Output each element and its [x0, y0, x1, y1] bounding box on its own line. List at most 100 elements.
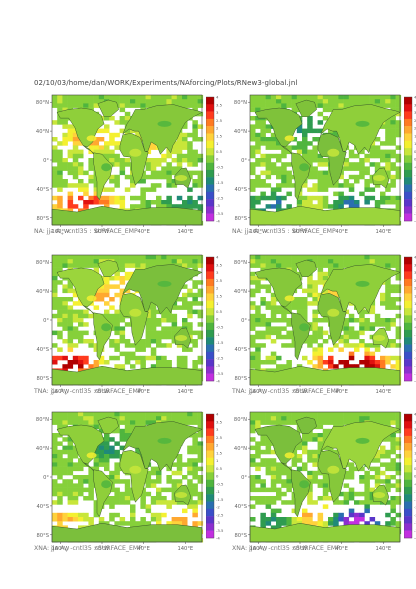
- map-cell: [322, 187, 329, 192]
- map-cell: [98, 200, 105, 205]
- map-cell: [104, 141, 110, 146]
- map-cell: [265, 449, 272, 455]
- map-cell: [57, 466, 63, 472]
- lat-tick-label: 80°S: [37, 533, 50, 539]
- map-cell: [270, 95, 277, 100]
- map-cell: [114, 313, 120, 319]
- map-cell: [119, 158, 126, 163]
- map-cell: [57, 500, 63, 505]
- map-cell: [359, 149, 365, 155]
- map-cell: [135, 343, 141, 348]
- map-cell: [182, 355, 188, 361]
- map-cell: [276, 170, 282, 176]
- map-cell: [364, 521, 370, 526]
- map-cell: [250, 355, 256, 361]
- map-cell: [119, 288, 126, 294]
- map-panel-xna-aminus: 80°N 40°N 0° 40°S 80°S 160°W 60°W 40°E 140°E XNA:…: [232, 408, 416, 563]
- map-cell: [52, 305, 58, 310]
- map-cell: [109, 297, 115, 302]
- map-cell: [317, 470, 324, 476]
- map-cell: [93, 347, 100, 352]
- map-cell: [104, 187, 110, 192]
- colorbar-swatch: [404, 435, 412, 444]
- map-cell: [255, 276, 261, 281]
- map-cell: [140, 500, 146, 505]
- map-cell: [171, 483, 178, 488]
- map-cell: [250, 437, 256, 442]
- map-cell: [307, 153, 313, 159]
- map-cell: [395, 276, 402, 281]
- colorbar-swatch: [206, 169, 214, 178]
- map-cell: [150, 255, 157, 260]
- map-cell: [390, 116, 396, 121]
- map-cell: [171, 305, 178, 310]
- map-cell: [176, 364, 183, 369]
- map-cell: [395, 174, 402, 180]
- colorbar-swatch: [404, 199, 412, 207]
- map-cell: [385, 259, 391, 264]
- map-cell: [67, 195, 74, 201]
- map-cell: [72, 512, 79, 518]
- map-cell: [255, 141, 261, 146]
- map-cell: [192, 200, 198, 205]
- map-cell: [57, 99, 63, 104]
- map-cell: [296, 128, 303, 134]
- map-cell: [114, 326, 120, 331]
- map-cell: [276, 187, 282, 192]
- map-cell: [307, 458, 313, 463]
- map-cell: [250, 487, 256, 493]
- map-cell: [354, 318, 360, 323]
- map-cell: [156, 412, 162, 417]
- map-cell: [156, 470, 162, 476]
- lat-tick-label: 80°S: [235, 376, 248, 382]
- colorbar: 43.532.521.510.50-0.5-1-1.5-2-2.5-3-3.5-…: [206, 95, 224, 223]
- map-cell: [78, 479, 84, 484]
- map-cell: [119, 95, 126, 100]
- map-cell: [62, 466, 68, 472]
- map-cell: [364, 508, 370, 514]
- map-cell: [192, 162, 198, 167]
- map-cell: [52, 179, 58, 184]
- map-cell: [57, 454, 63, 459]
- map-cell: [166, 416, 172, 421]
- map-cell: [380, 263, 386, 268]
- map-cell: [104, 124, 110, 129]
- map-cell: [72, 132, 79, 138]
- map-cell: [187, 263, 193, 268]
- map-cell: [302, 153, 308, 159]
- map-cell: [374, 449, 381, 455]
- lat-tick-label: 0°: [241, 475, 247, 481]
- map-cell: [385, 288, 391, 294]
- map-cell: [192, 475, 198, 480]
- map-cell: [260, 99, 266, 104]
- map-cell: [390, 128, 396, 134]
- map-cell: [281, 313, 287, 319]
- map-cell: [109, 305, 115, 310]
- map-cell: [150, 483, 157, 488]
- continent-outline: [295, 259, 317, 277]
- map-cell: [145, 416, 152, 421]
- map-cell: [197, 111, 204, 117]
- map-cell: [354, 204, 360, 209]
- map-cell: [114, 491, 120, 497]
- map-cell: [57, 263, 63, 268]
- map-cell: [88, 416, 94, 421]
- caption-variable: -cntl35 : SURFACE_EMP: [266, 545, 340, 552]
- map-cell: [130, 424, 136, 430]
- map-cell: [270, 263, 277, 268]
- map-cell: [119, 334, 126, 340]
- map-cell: [166, 313, 172, 319]
- map-cell: [176, 137, 183, 142]
- map-cell: [150, 334, 157, 340]
- map-cell: [255, 466, 261, 472]
- colorbar-swatch: [206, 450, 214, 458]
- map-cell: [281, 149, 287, 155]
- map-cell: [192, 179, 198, 184]
- map-cell: [83, 259, 89, 264]
- colorbar-tick-label: -1: [216, 489, 220, 494]
- map-cell: [270, 420, 277, 425]
- map-cell: [171, 99, 178, 104]
- colorbar-tick-label: 4: [216, 412, 219, 417]
- map-cell: [348, 343, 355, 348]
- map-cell: [328, 360, 334, 365]
